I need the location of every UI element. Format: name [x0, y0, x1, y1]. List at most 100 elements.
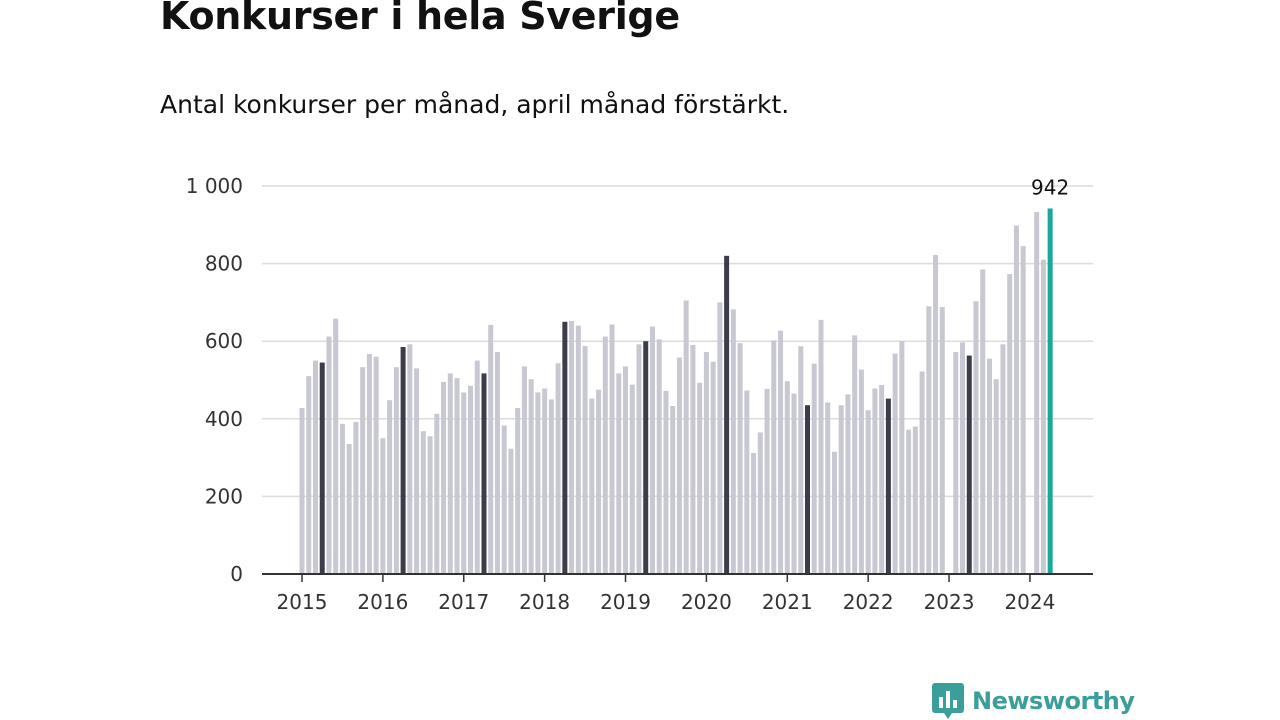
bar[interactable]: [771, 340, 777, 574]
bar[interactable]: [791, 393, 797, 574]
bar[interactable]: [872, 388, 878, 574]
bar[interactable]: [548, 399, 554, 574]
bar[interactable]: [953, 352, 959, 574]
bar[interactable]: [346, 444, 352, 574]
bar[interactable]: [885, 398, 891, 574]
bar[interactable]: [488, 324, 494, 574]
bar[interactable]: [784, 381, 790, 574]
bar[interactable]: [508, 448, 514, 574]
bar[interactable]: [1040, 259, 1046, 574]
bar[interactable]: [697, 382, 703, 574]
bar[interactable]: [589, 398, 595, 574]
bar[interactable]: [966, 355, 972, 574]
bar[interactable]: [333, 318, 339, 574]
bar[interactable]: [643, 341, 649, 574]
bar[interactable]: [575, 325, 581, 574]
newsworthy-logo[interactable]: Newsworthy: [932, 683, 1135, 719]
bar[interactable]: [468, 385, 473, 574]
bar[interactable]: [501, 425, 507, 574]
bar[interactable]: [986, 358, 992, 574]
bar[interactable]: [306, 376, 312, 574]
bar[interactable]: [831, 451, 837, 574]
bar[interactable]: [427, 436, 433, 574]
bar[interactable]: [623, 366, 629, 574]
bar[interactable]: [710, 361, 716, 574]
bar[interactable]: [393, 367, 399, 574]
bar[interactable]: [360, 367, 366, 574]
bar[interactable]: [474, 360, 480, 574]
bar[interactable]: [845, 394, 851, 574]
bar[interactable]: [542, 388, 548, 574]
bar[interactable]: [400, 347, 406, 574]
bar[interactable]: [852, 335, 858, 574]
bar[interactable]: [879, 385, 885, 574]
bar[interactable]: [778, 330, 784, 574]
bar[interactable]: [865, 410, 871, 574]
bar[interactable]: [939, 307, 945, 574]
bar[interactable]: [818, 319, 824, 574]
bar[interactable]: [461, 392, 467, 574]
bar[interactable]: [676, 357, 682, 575]
bar[interactable]: [1000, 344, 1006, 574]
bar[interactable]: [326, 336, 332, 574]
bar[interactable]: [420, 431, 426, 574]
bar[interactable]: [811, 363, 817, 574]
bar[interactable]: [515, 407, 521, 574]
bar[interactable]: [434, 413, 440, 574]
bar[interactable]: [1034, 212, 1040, 574]
bar[interactable]: [892, 353, 898, 574]
bar[interactable]: [663, 390, 669, 574]
bar[interactable]: [366, 354, 372, 574]
bar[interactable]: [555, 363, 561, 574]
bar[interactable]: [636, 344, 642, 574]
bar[interactable]: [616, 373, 622, 574]
bar[interactable]: [717, 302, 723, 574]
bar[interactable]: [919, 371, 925, 574]
bar[interactable]: [973, 301, 979, 574]
bar[interactable]: [1013, 225, 1019, 574]
bar[interactable]: [353, 421, 359, 574]
bar[interactable]: [838, 405, 844, 574]
bar[interactable]: [858, 369, 864, 574]
bar[interactable]: [312, 360, 318, 574]
bar[interactable]: [569, 321, 575, 574]
bar[interactable]: [602, 336, 608, 574]
bar[interactable]: [798, 346, 804, 574]
bar[interactable]: [690, 345, 696, 574]
bar[interactable]: [299, 407, 305, 574]
bar[interactable]: [373, 356, 379, 574]
bar[interactable]: [407, 344, 413, 574]
bar[interactable]: [993, 379, 999, 574]
bar[interactable]: [494, 352, 500, 574]
bar[interactable]: [912, 426, 918, 574]
bar[interactable]: [1047, 208, 1053, 575]
bar[interactable]: [744, 390, 750, 574]
bar[interactable]: [757, 432, 763, 574]
bar[interactable]: [562, 321, 568, 574]
bar[interactable]: [339, 423, 345, 574]
bar[interactable]: [724, 255, 730, 574]
bar[interactable]: [441, 381, 447, 574]
bar[interactable]: [528, 379, 534, 574]
bar[interactable]: [960, 342, 966, 574]
bar[interactable]: [906, 429, 912, 574]
bar[interactable]: [521, 366, 527, 574]
bar[interactable]: [825, 402, 831, 575]
bar[interactable]: [319, 362, 325, 574]
bar[interactable]: [454, 378, 460, 574]
bar[interactable]: [596, 389, 602, 574]
bar[interactable]: [683, 300, 689, 574]
bar[interactable]: [899, 341, 905, 574]
bar[interactable]: [387, 400, 393, 574]
bar[interactable]: [535, 392, 541, 574]
bar[interactable]: [764, 388, 770, 574]
bar[interactable]: [380, 438, 386, 574]
bar[interactable]: [737, 343, 743, 574]
bar[interactable]: [1007, 274, 1013, 574]
bar[interactable]: [980, 269, 986, 574]
bar[interactable]: [414, 368, 420, 574]
bar[interactable]: [582, 345, 588, 574]
bar[interactable]: [703, 352, 709, 574]
bar[interactable]: [670, 406, 676, 574]
bar[interactable]: [447, 373, 453, 574]
